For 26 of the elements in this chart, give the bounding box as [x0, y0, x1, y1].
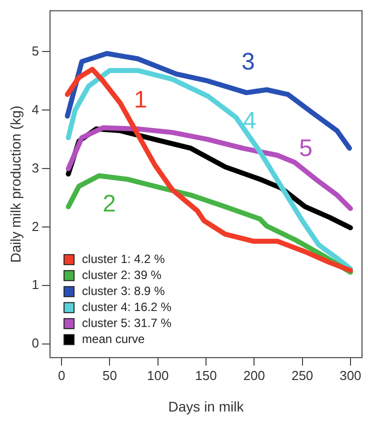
y-tick-label: 1: [32, 277, 40, 292]
x-tick-label: 150: [195, 368, 217, 383]
y-tick-label: 2: [32, 218, 40, 234]
annotation: 1: [134, 86, 148, 114]
y-tick-label: 0: [32, 336, 40, 351]
legend-label: cluster 3: 8.9 %: [82, 284, 166, 298]
annotation: 5: [299, 135, 313, 162]
x-tick-label: 200: [243, 368, 266, 383]
x-tick-label: 50: [102, 368, 117, 383]
y-tick-label: 4: [32, 102, 40, 117]
legend-label: cluster 1: 4.2 %: [82, 252, 166, 266]
legend-label: cluster 5: 31.7 %: [82, 316, 172, 330]
y-axis-title: Daily milk production (kg): [7, 106, 24, 263]
x-tick-label: 250: [291, 368, 314, 383]
y-tick-label: 5: [32, 43, 40, 58]
legend-label: cluster 2: 39 %: [82, 268, 162, 282]
x-axis-title: Days in milk: [168, 398, 245, 414]
x-tick-label: 100: [147, 368, 169, 383]
legend-label: cluster 4: 16.2 %: [82, 300, 172, 314]
annotation: 2: [102, 190, 116, 218]
y-tick-label: 3: [32, 160, 40, 176]
legend-label: mean curve: [82, 332, 146, 346]
x-tick-label: 0: [58, 368, 66, 383]
x-tick-label: 300: [340, 368, 362, 383]
annotation: 3: [241, 48, 255, 76]
annotation: 4: [243, 107, 256, 134]
